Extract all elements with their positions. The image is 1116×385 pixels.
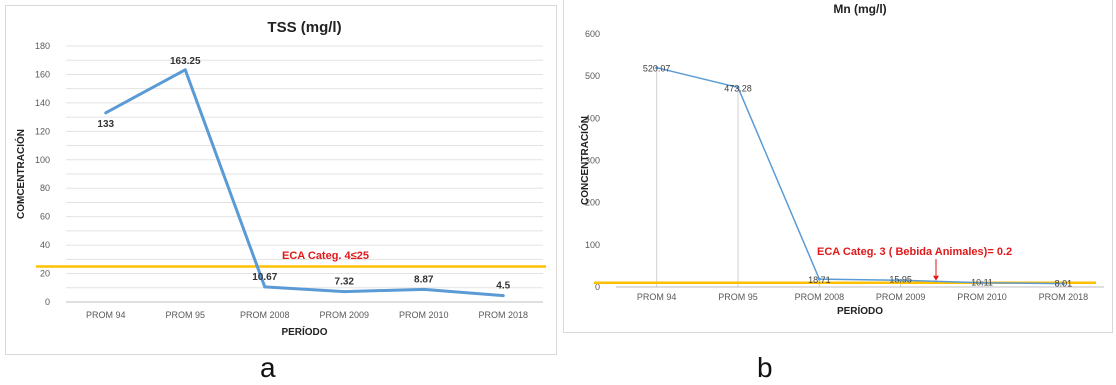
- threshold-label: ECA Categ. 4≤25: [282, 250, 369, 262]
- y-tick-label: 120: [35, 126, 50, 136]
- y-tick-label: 600: [585, 29, 600, 39]
- threshold-label: ECA Categ. 3 ( Bebida Animales)= 0.2: [817, 246, 1012, 258]
- y-tick-label: 140: [35, 98, 50, 108]
- y-tick-label: 100: [35, 155, 50, 165]
- data-label: 15.95: [889, 274, 912, 284]
- y-tick-label: 0: [595, 282, 600, 292]
- x-tick-label: PROM 2008: [240, 310, 290, 320]
- data-point: [183, 68, 187, 72]
- data-label: 10.67: [252, 272, 277, 283]
- chart-title: Mn (mg/l): [833, 2, 886, 16]
- y-tick-label: 500: [585, 71, 600, 81]
- data-label: 7.32: [335, 277, 355, 288]
- y-tick-label: 60: [40, 212, 50, 222]
- chart-panel-a: TSS (mg/l) 0 20 40 60 80 100 120 140 160 180 PROM 9…: [5, 5, 557, 355]
- x-tick-label: PROM 94: [637, 292, 677, 302]
- data-label: 133: [97, 119, 114, 130]
- x-tick-label: PROM 95: [165, 310, 205, 320]
- data-label: 473.28: [724, 83, 752, 93]
- x-tick-label: PROM 95: [718, 292, 758, 302]
- x-tick-label: PROM 2010: [957, 292, 1007, 302]
- series-line: [656, 66, 1064, 285]
- y-tick-label: 100: [585, 240, 600, 250]
- threshold-arrowhead: [933, 275, 939, 281]
- data-point: [655, 66, 659, 70]
- chart-title: TSS (mg/l): [267, 19, 341, 36]
- panel-letter-b: b: [757, 352, 773, 383]
- data-label: 520.07: [643, 64, 671, 74]
- data-point: [817, 277, 821, 281]
- panel-letter-a: a: [260, 352, 276, 383]
- x-axis-title: PERÍODO: [281, 325, 327, 338]
- data-label: 4.5: [496, 281, 510, 292]
- data-label: 10.11: [971, 278, 993, 288]
- chart-panel-b: Mn (mg/l) 0 100 200 300 400 500 600 PROM 94 PROM …: [563, 0, 1113, 333]
- data-label: 163.25: [170, 56, 201, 67]
- x-tick-label: PROM 2008: [795, 292, 845, 302]
- data-point: [104, 111, 108, 115]
- data-point: [899, 278, 903, 282]
- x-tick-label: PROM 2010: [399, 310, 449, 320]
- y-tick-label: 20: [40, 269, 50, 279]
- x-tick-label: PROM 2018: [478, 310, 528, 320]
- data-point: [501, 294, 505, 298]
- x-tick-label: PROM 2018: [1039, 292, 1089, 302]
- mn-chart: Mn (mg/l) 0 100 200 300 400 500 600 PROM 94 PROM …: [578, 2, 1104, 317]
- data-point: [422, 287, 426, 291]
- y-tick-label: 0: [45, 297, 50, 307]
- data-point: [736, 85, 740, 89]
- y-tick-label: 400: [585, 113, 600, 123]
- x-tick-label: PROM 2009: [876, 292, 926, 302]
- data-label: 18.71: [808, 275, 831, 285]
- y-axis-title: CONCENTRACIÓN: [578, 116, 591, 205]
- x-tick-label: PROM 2009: [319, 310, 369, 320]
- data-point: [263, 285, 267, 289]
- y-tick-label: 300: [585, 156, 600, 166]
- y-tick-label: 40: [40, 240, 50, 250]
- y-tick-label: 180: [35, 41, 50, 51]
- data-point: [342, 290, 346, 294]
- y-tick-label: 200: [585, 198, 600, 208]
- y-tick-label: 80: [40, 183, 50, 193]
- data-label: 8.87: [414, 274, 434, 285]
- data-point: [980, 281, 984, 285]
- data-point: [1061, 282, 1065, 286]
- tss-chart: TSS (mg/l) 0 20 40 60 80 100 120 140 160 180 PROM 9…: [14, 19, 546, 338]
- x-tick-label: PROM 94: [86, 310, 126, 320]
- x-axis-title: PERÍODO: [837, 304, 883, 317]
- data-label: 8.01: [1055, 279, 1073, 289]
- series-line: [105, 68, 504, 298]
- y-tick-label: 160: [35, 69, 50, 79]
- y-axis-title: COMCENTRACIÓN: [14, 129, 27, 219]
